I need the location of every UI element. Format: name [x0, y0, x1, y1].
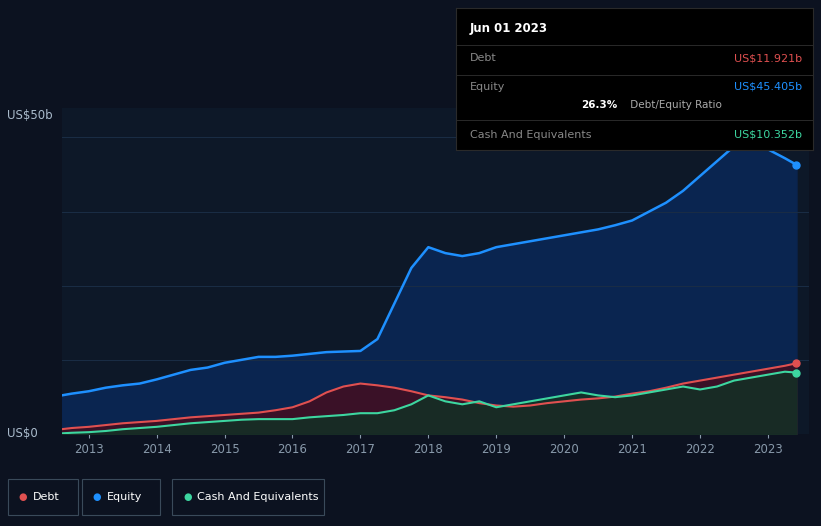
Text: US$45.405b: US$45.405b	[734, 82, 802, 92]
Text: Cash And Equivalents: Cash And Equivalents	[470, 130, 591, 140]
Text: Debt: Debt	[33, 492, 60, 502]
Text: Equity: Equity	[107, 492, 142, 502]
Text: Debt: Debt	[470, 53, 497, 63]
Text: US$11.921b: US$11.921b	[734, 53, 802, 63]
Text: Cash And Equivalents: Cash And Equivalents	[197, 492, 319, 502]
Text: US$50b: US$50b	[7, 109, 53, 122]
Text: Jun 01 2023: Jun 01 2023	[470, 22, 548, 35]
Text: ●: ●	[93, 492, 101, 502]
Text: 26.3%: 26.3%	[580, 100, 617, 110]
Text: ●: ●	[19, 492, 27, 502]
Text: Equity: Equity	[470, 82, 505, 92]
Text: US$0: US$0	[7, 428, 37, 440]
Text: Debt/Equity Ratio: Debt/Equity Ratio	[627, 100, 722, 110]
Text: US$10.352b: US$10.352b	[734, 130, 802, 140]
Text: ●: ●	[183, 492, 191, 502]
